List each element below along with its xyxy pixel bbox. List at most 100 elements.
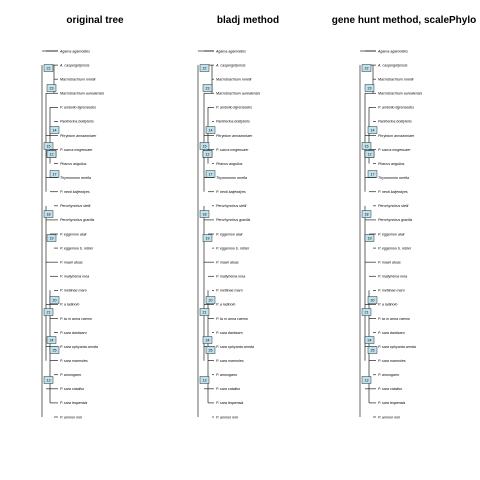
tip-label: Thymonomo rorella <box>60 176 91 180</box>
tip-label: P. sara cataliso <box>60 387 84 391</box>
node-label: 18 <box>47 213 51 217</box>
tip-label: Pantherina boldyteris <box>216 120 250 124</box>
node-label: 18 <box>365 213 369 217</box>
node-label-box <box>199 376 210 384</box>
node-label: 23 <box>368 87 372 91</box>
panel-bladj-method: bladj method Agama agamoides A. caspergot… <box>197 15 279 419</box>
node-label: 24 <box>206 339 210 343</box>
tip-label: P. metlinae maro <box>216 289 243 293</box>
tip-label: P. sara leapensia <box>60 401 87 405</box>
tip-label: P. ta m arma caemo <box>60 317 92 321</box>
tip-label: P. sacca mogenuaer <box>60 148 93 152</box>
node-label: 17 <box>209 173 213 177</box>
tip-label: Phacus angulius <box>216 162 243 166</box>
tip-label: P. a ladinolo <box>60 303 79 307</box>
tip-label: P. a ladinolo <box>378 303 397 307</box>
node-label: 20 <box>209 299 213 303</box>
tip-label: Perorhynchus gracilis <box>60 218 95 222</box>
node-label: 14 <box>53 129 57 133</box>
node-label-box <box>202 84 213 92</box>
tip-label: P. eggemoo alaii <box>378 232 405 236</box>
node-label: 15 <box>47 145 51 149</box>
node-label-box <box>49 346 60 354</box>
tip-label: P. sara leapensia <box>216 401 243 405</box>
node-label: 14 <box>209 129 213 133</box>
tip-label: P. mallyhema mea <box>60 275 89 279</box>
node-label-box <box>367 126 378 134</box>
node-label: 12 <box>368 153 372 157</box>
node-label: 21 <box>203 311 207 315</box>
node-label-box <box>43 210 54 218</box>
tip-label: Macrobrachium ronelli <box>60 77 96 81</box>
node-label: 20 <box>371 299 375 303</box>
tip-label: P. amongarro <box>378 373 399 377</box>
node-label: 13 <box>47 379 51 383</box>
tip-label: Pantherina boldyteris <box>378 120 412 124</box>
tip-label: P. sara leapensia <box>378 401 405 405</box>
node-label: 24 <box>368 339 372 343</box>
tip-label: P. amongarro <box>216 373 237 377</box>
tip-label: P. ammor noir <box>216 415 239 419</box>
tip-label: P. maari atuas <box>216 260 239 264</box>
node-label-box <box>361 376 372 384</box>
tip-label: P. sara ophyanta armda <box>60 345 98 349</box>
node-label: 17 <box>53 173 57 177</box>
tip-label: Perorhynchus stelli <box>60 204 91 208</box>
node-label: 21 <box>365 311 369 315</box>
node-label-box <box>361 142 372 150</box>
tip-label: Perorhynchus gracilis <box>216 218 251 222</box>
tip-label: Thymonomo rorella <box>216 176 247 180</box>
node-label-box <box>43 308 54 316</box>
panel-gene-hunt-method: gene hunt method, scalePhylo Agama agamo… <box>332 15 476 419</box>
tip-label: A. caspergotjensis <box>59 63 90 67</box>
node-label: 25 <box>371 349 375 353</box>
tip-label: P. sara marmoles <box>60 359 88 363</box>
tip-label: P. eggemoo alaii <box>60 232 87 236</box>
tip-label: Macrobrachium aurealensis <box>60 92 104 96</box>
tip-label: P. sara dantizaro <box>60 331 87 335</box>
tip-label: Thymonomo rorella <box>378 176 409 180</box>
node-label-box <box>199 142 210 150</box>
node-label: 20 <box>53 299 57 303</box>
panel-original-tree: original tree Agama agamoides A. caspergo… <box>41 15 124 419</box>
tip-label: Phacus angulius <box>60 162 87 166</box>
node-label-box <box>364 84 375 92</box>
tip-label: Agama agamoides <box>59 49 90 53</box>
tip-label: Pantherina boldyteris <box>60 120 94 124</box>
node-label-box <box>46 234 57 242</box>
node-label-box <box>205 346 216 354</box>
node-label: 12 <box>206 153 210 157</box>
node-label: 25 <box>209 349 213 353</box>
tip-label: P. ammor noir <box>378 415 401 419</box>
node-label: 15 <box>203 145 207 149</box>
node-label-box <box>202 150 213 158</box>
node-label: 21 <box>47 311 51 315</box>
tip-label: P. sara marmoles <box>378 359 406 363</box>
tip-label: Perorhynchus stelli <box>216 204 247 208</box>
node-label-box <box>202 336 213 344</box>
node-label: 19 <box>50 237 54 241</box>
tip-label: P. metlinae maro <box>60 289 87 293</box>
tip-label: Macrobrachium ronelli <box>378 77 414 81</box>
node-label-box <box>49 170 60 178</box>
node-label-box <box>205 170 216 178</box>
node-label: 13 <box>365 379 369 383</box>
node-label-box <box>43 64 54 72</box>
tip-label: Agama agamoides <box>377 49 408 53</box>
node-label: 23 <box>50 87 54 91</box>
node-label-box <box>199 210 210 218</box>
panel-title: original tree <box>66 15 124 26</box>
tip-label: P. sacca mogenuaer <box>216 148 249 152</box>
tip-label: P. sara marmoles <box>216 359 244 363</box>
tip-label: Phrynium armazoniaer <box>60 134 97 138</box>
node-label-box <box>199 64 210 72</box>
tip-label: P. ambollo tigrensedes <box>60 106 96 110</box>
node-label: 18 <box>203 213 207 217</box>
node-label: 19 <box>368 237 372 241</box>
node-label: 22 <box>365 67 369 71</box>
tip-label: P. sara dantizaro <box>216 331 243 335</box>
node-label: 23 <box>206 87 210 91</box>
node-label-box <box>364 234 375 242</box>
tip-label: P. amongarro <box>60 373 81 377</box>
node-label: 22 <box>47 67 51 71</box>
